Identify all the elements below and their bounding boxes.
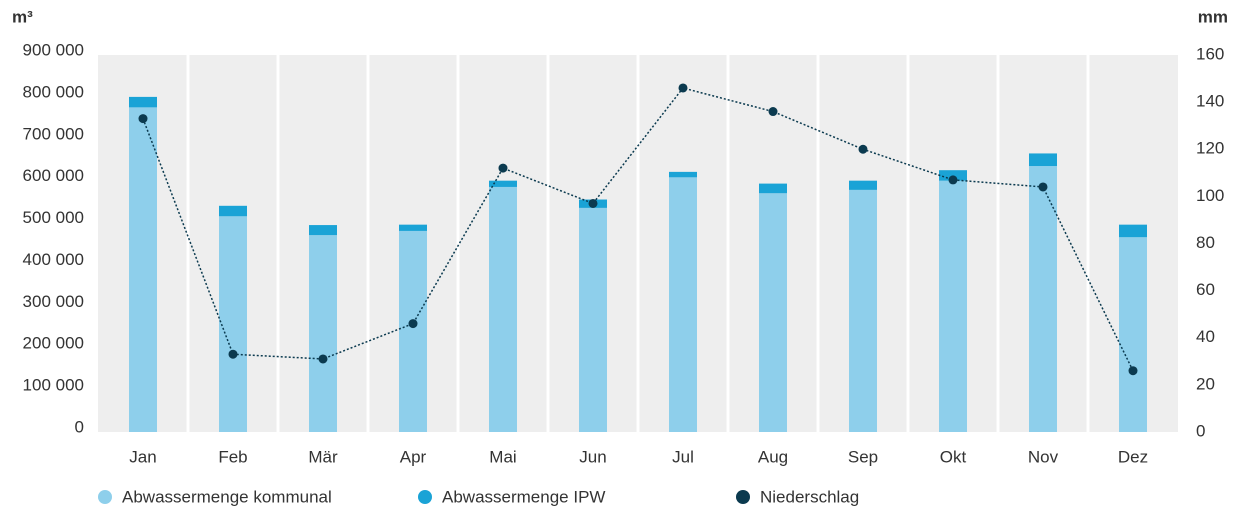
bar (849, 180, 877, 190)
y2-tick-label: 20 (1196, 374, 1215, 393)
bar (129, 107, 157, 432)
legend-label: Niederschlag (760, 487, 859, 506)
bar (489, 186, 517, 432)
x-tick-label: Apr (400, 447, 427, 466)
line-point (318, 354, 328, 364)
legend-swatch (736, 490, 750, 504)
line-point (768, 107, 778, 117)
y-tick-label: 600 000 (23, 166, 84, 185)
bar (309, 225, 337, 236)
x-tick-label: Nov (1028, 447, 1059, 466)
x-tick-label: Dez (1118, 447, 1148, 466)
line-point (948, 175, 958, 185)
bar (1029, 153, 1057, 167)
x-tick-label: Feb (218, 447, 247, 466)
x-tick-label: Okt (940, 447, 967, 466)
line-point (1038, 182, 1048, 192)
bar (1119, 224, 1147, 238)
y2-tick-label: 80 (1196, 233, 1215, 252)
x-tick-label: Mai (489, 447, 516, 466)
legend-label: Abwassermenge IPW (442, 487, 605, 506)
y-tick-label: 200 000 (23, 334, 84, 353)
bar (129, 96, 157, 108)
line-point (498, 163, 508, 173)
x-tick-label: Mär (308, 447, 338, 466)
y-tick-label: 100 000 (23, 376, 84, 395)
legend-swatch (418, 490, 432, 504)
y-axis-label: m³ (12, 7, 33, 26)
y-tick-label: 300 000 (23, 292, 84, 311)
y-tick-label: 700 000 (23, 124, 84, 143)
bar (579, 207, 607, 432)
bar (399, 224, 427, 231)
y2-tick-label: 160 (1196, 44, 1224, 63)
y2-tick-label: 60 (1196, 280, 1215, 299)
line (142, 87, 1134, 372)
line-point (588, 198, 598, 208)
y-tick-label: 400 000 (23, 250, 84, 269)
bar (669, 177, 697, 432)
legend-label: Abwassermenge kommunal (122, 487, 332, 506)
bar (489, 180, 517, 187)
y-tick-label: 800 000 (23, 82, 84, 101)
bar (219, 205, 247, 217)
bar (759, 183, 787, 194)
line-point (408, 319, 418, 329)
line-point (858, 144, 868, 154)
y2-tick-label: 0 (1196, 421, 1205, 440)
x-tick-label: Aug (758, 447, 788, 466)
bar (939, 180, 967, 432)
y2-axis-label: mm (1198, 7, 1228, 26)
y-tick-label: 0 (75, 417, 84, 436)
legend-swatch (98, 490, 112, 504)
y-tick-label: 500 000 (23, 208, 84, 227)
bar (669, 171, 697, 178)
bar (399, 230, 427, 432)
bar (309, 235, 337, 432)
bar (759, 193, 787, 432)
y-tick-label: 900 000 (23, 40, 84, 59)
x-tick-label: Jul (672, 447, 694, 466)
bar (1029, 166, 1057, 432)
bar (219, 216, 247, 432)
line-point (228, 349, 238, 359)
y2-tick-label: 140 (1196, 92, 1224, 111)
bar (849, 189, 877, 432)
y2-tick-label: 120 (1196, 139, 1224, 158)
y2-tick-label: 100 (1196, 186, 1224, 205)
line-point (138, 114, 148, 124)
x-tick-label: Jun (579, 447, 606, 466)
x-tick-label: Jan (129, 447, 156, 466)
x-tick-label: Sep (848, 447, 878, 466)
y2-tick-label: 40 (1196, 327, 1215, 346)
line-point (1128, 366, 1138, 376)
bar (1119, 237, 1147, 432)
line-point (678, 83, 688, 93)
